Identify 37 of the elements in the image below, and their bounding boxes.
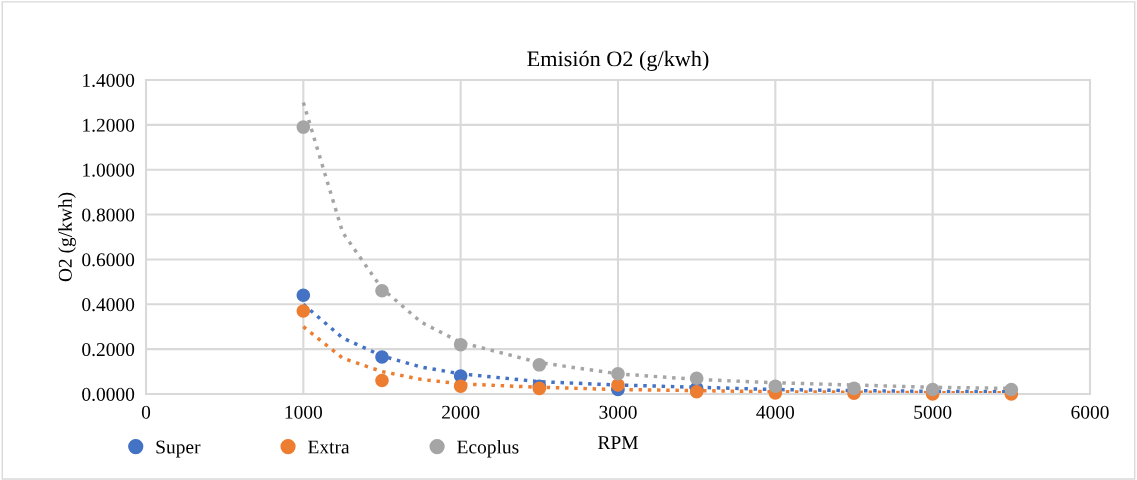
- x-tick-label: 2000: [442, 405, 480, 419]
- point: [296, 288, 311, 303]
- point: [1004, 382, 1019, 397]
- chart-title: Emisión O2 (g/kwh): [527, 50, 709, 71]
- y-tick-label: 0.2000: [82, 342, 135, 357]
- point: [847, 381, 861, 396]
- x-tick-label: 5000: [914, 405, 952, 419]
- y-tick-label: 1.4000: [83, 73, 135, 88]
- point: [453, 379, 468, 393]
- y-tick-label: 1.0000: [83, 163, 135, 177]
- point: [296, 120, 311, 134]
- point: [375, 284, 389, 298]
- y-tick-label: 0.4000: [82, 298, 135, 312]
- point: [375, 373, 389, 388]
- y-tick-label: 0.0000: [82, 387, 135, 402]
- y-tick-label: 0.6000: [82, 253, 135, 267]
- point: [689, 371, 704, 386]
- y-tick-label: 0.8000: [82, 208, 135, 222]
- x-tick-label: 3000: [599, 405, 637, 419]
- point: [611, 367, 625, 381]
- point: [768, 379, 783, 393]
- point: [296, 304, 311, 318]
- legend-label: Super: [156, 440, 201, 458]
- x-axis-title: RPM: [598, 436, 638, 449]
- x-tick-label: 6000: [1071, 405, 1109, 419]
- legend-label: Extra: [308, 440, 350, 454]
- point: [611, 378, 625, 392]
- x-tick-label: 0: [141, 405, 151, 419]
- legend-label: Ecoplus: [457, 439, 519, 458]
- y-axis-title: O2 (g/kwh): [58, 192, 76, 282]
- point: [532, 358, 547, 372]
- y-tick-label: 1.2000: [83, 118, 135, 132]
- point: [925, 382, 940, 397]
- x-tick-label: 4000: [756, 405, 795, 419]
- x-tick-label: 1000: [285, 405, 323, 419]
- point: [375, 350, 389, 364]
- point: [453, 337, 468, 352]
